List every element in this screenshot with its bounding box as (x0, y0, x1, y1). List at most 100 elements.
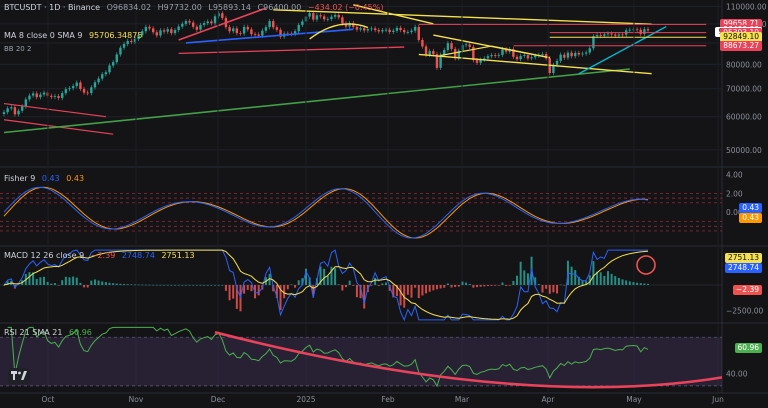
macd-histogram-bar (83, 285, 86, 288)
macd-histogram-bar (486, 285, 489, 287)
fisher-trigger-line (3, 186, 649, 239)
candle-body (111, 62, 115, 66)
candle-body (159, 30, 162, 36)
macd-histogram-bar (636, 282, 639, 285)
macd-histogram-bar (516, 275, 519, 285)
candle-body (621, 34, 624, 36)
candle-body (162, 30, 166, 32)
macd-histogram-bar (152, 284, 155, 286)
macd-histogram-bar (79, 282, 82, 285)
macd-histogram-bar (235, 285, 238, 309)
candle-body (359, 28, 362, 30)
macd-label[interactable]: MACD 12 26 close 9 (4, 251, 85, 260)
macd-histogram-bar (137, 284, 140, 286)
candle-body (119, 47, 122, 55)
rising-support-cyan (578, 25, 667, 75)
candle-body (523, 55, 526, 56)
bb-label[interactable]: BB 20 2 (4, 45, 32, 53)
macd-histogram-bar (126, 284, 129, 285)
macd-histogram-bar (428, 285, 431, 292)
candle-body (432, 51, 435, 55)
candle-body (595, 35, 599, 37)
macd-histogram-bar (639, 283, 642, 285)
macd-histogram-bar (592, 261, 595, 285)
candle-body (370, 28, 373, 30)
macd-histogram-bar (104, 282, 107, 285)
candle-body (137, 35, 140, 39)
macd-histogram-bar (39, 277, 42, 285)
macd-histogram-bar (363, 285, 366, 309)
macd-histogram-bar (581, 280, 584, 285)
candle-body (417, 26, 420, 40)
x-tick-label: Nov (129, 395, 144, 404)
candle-body (133, 38, 137, 42)
candle-body (410, 30, 413, 33)
fisher-tick-label: 0.00 (726, 208, 743, 217)
macd-histogram-bar (377, 285, 380, 286)
macd-value-signal: 2751.13 (161, 251, 195, 260)
wedge-lower-line (418, 53, 652, 75)
candle-body (555, 60, 559, 65)
macd-histogram-bar (523, 270, 526, 285)
wedge-inner-1 (440, 45, 492, 57)
macd-histogram-bar (490, 285, 493, 286)
macd-histogram-bar (537, 284, 540, 285)
macd-histogram-bar (97, 280, 100, 285)
macd-histogram-bar (454, 285, 457, 288)
macd-histogram-bar (272, 285, 275, 292)
symbol-label[interactable]: BTCUSDT · 1D · Binance (4, 3, 101, 12)
candle-body (28, 95, 31, 100)
candle-body (646, 29, 650, 31)
candle-body (592, 36, 595, 49)
fisher-line (3, 186, 649, 239)
macd-histogram-bar (432, 285, 435, 291)
macd-histogram-bar (643, 283, 646, 285)
macd-histogram-bar (112, 283, 115, 285)
fisher-label[interactable]: Fisher 9 (4, 174, 36, 183)
macd-line (3, 249, 648, 322)
macd-histogram-bar (472, 285, 475, 288)
candle-body (330, 16, 333, 19)
macd-histogram-bar (494, 285, 497, 286)
macd-histogram-bar (3, 285, 5, 286)
macd-histogram-bar (410, 285, 413, 298)
x-tick-label: 2025 (296, 395, 315, 404)
candle-body (570, 52, 573, 57)
macd-histogram-bar (392, 285, 395, 298)
candle-body (202, 23, 206, 25)
candle-body (308, 13, 311, 17)
candle-body (610, 33, 613, 35)
ma-header: MA 8 close 0 SMA 9 95706.34875 (4, 31, 146, 40)
candle-body (82, 88, 86, 93)
macd-histogram-bar (224, 285, 227, 291)
macd-histogram-bar (268, 273, 271, 285)
macd-histogram-bar (443, 285, 446, 288)
candle-body (130, 40, 133, 42)
macd-histogram-bar (192, 284, 195, 286)
macd-histogram-bar (199, 284, 202, 286)
macd-tag: 2751.13 (724, 253, 762, 263)
ohlc-low: L95893.14 (208, 3, 251, 12)
macd-histogram-bar (559, 284, 562, 286)
macd-histogram-bar (621, 279, 624, 285)
candle-body (497, 54, 501, 56)
fisher-tick-label: 2.00 (726, 189, 743, 198)
candle-body (42, 92, 46, 95)
macd-histogram-bar (359, 285, 362, 299)
rsi-line (7, 326, 649, 388)
candle-body (90, 87, 93, 94)
macd-histogram-bar (352, 285, 355, 286)
macd-histogram-bar (450, 285, 453, 288)
rsi-label[interactable]: RSI 21 SMA 21 (4, 328, 63, 337)
candle-body (242, 26, 246, 34)
macd-histogram-bar (28, 272, 31, 285)
macd-histogram-bar (108, 282, 111, 285)
macd-histogram-bar (166, 284, 169, 286)
tradingview-logo-icon[interactable] (8, 368, 30, 384)
candle-body (279, 29, 282, 37)
candle-body (504, 49, 508, 52)
macd-histogram-bar (603, 275, 606, 285)
candle-body (155, 32, 159, 36)
macd-histogram-bar (385, 282, 388, 285)
ma-label[interactable]: MA 8 close 0 SMA 9 (4, 31, 83, 40)
